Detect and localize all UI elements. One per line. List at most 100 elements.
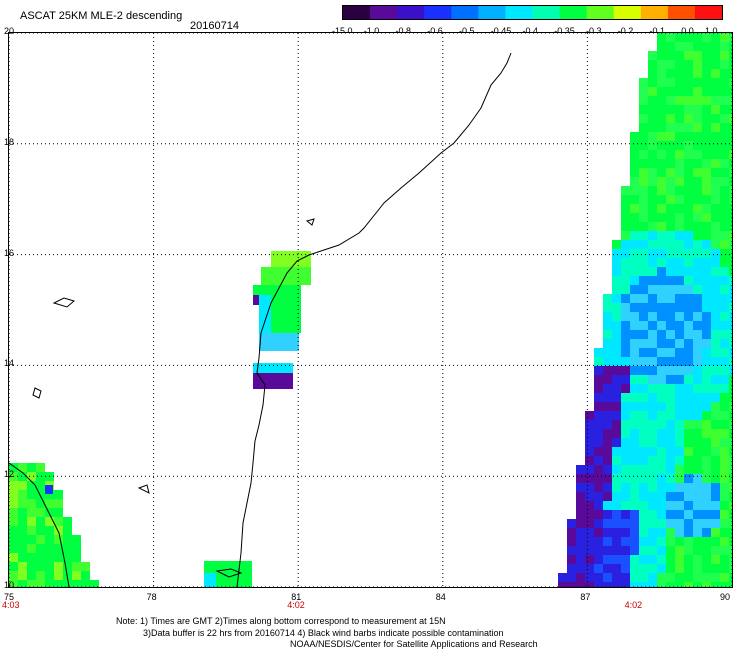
- swath-cell: [630, 465, 639, 474]
- swath-cell: [567, 573, 576, 582]
- swath-cell: [684, 429, 693, 438]
- swath-cell: [729, 78, 732, 87]
- swath-cell: [648, 510, 657, 519]
- swath-cell: [639, 420, 648, 429]
- colorbar-segment: [640, 6, 669, 19]
- swath-cell: [729, 87, 732, 96]
- swath-cell: [630, 240, 639, 249]
- swath-cell: [720, 537, 729, 546]
- swath-cell: [621, 366, 630, 375]
- swath-cell: [666, 492, 675, 501]
- swath-cell: [621, 321, 630, 330]
- swath-cell: [648, 114, 657, 123]
- colorbar-label: -0.8: [395, 26, 412, 36]
- swath-cell: [45, 553, 54, 562]
- swath-cell: [630, 501, 639, 510]
- swath-cell: [711, 132, 720, 141]
- swath-cell: [666, 501, 675, 510]
- swath-cell: [657, 60, 666, 69]
- swath-cell: [657, 222, 666, 231]
- swath-cell: [639, 510, 648, 519]
- swath-cell: [639, 375, 648, 384]
- swath-cell: [729, 402, 732, 411]
- swath-cell: [630, 348, 639, 357]
- swath-cell: [648, 366, 657, 375]
- swath-cell: [666, 528, 675, 537]
- swath-cell: [702, 582, 711, 587]
- swath-cell: [675, 465, 684, 474]
- swath-cell: [720, 339, 729, 348]
- swath-cell: [253, 295, 263, 305]
- swath-cell: [603, 555, 612, 564]
- swath-cell: [666, 231, 675, 240]
- swath-cell: [621, 186, 630, 195]
- swath-cell: [729, 528, 732, 537]
- swath-cell: [666, 195, 675, 204]
- swath-cell: [720, 555, 729, 564]
- swath-cell: [693, 33, 702, 42]
- swath-cell: [63, 544, 72, 553]
- swath-cell: [204, 573, 216, 587]
- swath-cell: [612, 528, 621, 537]
- swath-cell: [648, 339, 657, 348]
- swath-cell: [684, 375, 693, 384]
- swath-cell: [666, 186, 675, 195]
- swath-cell: [666, 456, 675, 465]
- swath-cell: [630, 132, 639, 141]
- note-line-1: Note: 1) Times are GMT 2)Times along bot…: [116, 616, 446, 626]
- swath-cell: [639, 411, 648, 420]
- swath-cell: [630, 564, 639, 573]
- swath-cell: [621, 258, 630, 267]
- swath-cell: [711, 321, 720, 330]
- swath-cell: [693, 204, 702, 213]
- swath-cell: [639, 114, 648, 123]
- swath-cell: [720, 492, 729, 501]
- swath-cell: [675, 411, 684, 420]
- swath-cell: [657, 150, 666, 159]
- swath-cell: [9, 517, 18, 526]
- swath-cell: [639, 258, 648, 267]
- swath-cell: [720, 321, 729, 330]
- swath-cell: [603, 465, 612, 474]
- swath-cell: [612, 240, 621, 249]
- swath-cell: [567, 528, 576, 537]
- island-2: [32, 387, 42, 399]
- swath-cell: [594, 519, 603, 528]
- swath-cell: [594, 438, 603, 447]
- swath-cell: [639, 384, 648, 393]
- swath-cell: [702, 564, 711, 573]
- swath-cell: [648, 393, 657, 402]
- swath-cell: [54, 499, 63, 508]
- swath-cell: [684, 402, 693, 411]
- swath-cell: [684, 447, 693, 456]
- swath-cell: [657, 69, 666, 78]
- swath-cell: [36, 463, 45, 472]
- swath-cell: [630, 258, 639, 267]
- swath-cell: [630, 159, 639, 168]
- swath-cell: [702, 411, 711, 420]
- swath-cell: [612, 510, 621, 519]
- swath-cell: [711, 249, 720, 258]
- swath-cell: [693, 231, 702, 240]
- swath-cell: [702, 294, 711, 303]
- swath-cell: [648, 294, 657, 303]
- swath-cell: [693, 339, 702, 348]
- swath-cell: [621, 204, 630, 213]
- swath-cell: [621, 456, 630, 465]
- swath-cell: [630, 384, 639, 393]
- swath-cell: [27, 490, 36, 499]
- swath-cell: [666, 357, 675, 366]
- swath-cell: [72, 571, 81, 580]
- swath-cell: [271, 303, 301, 333]
- swath-cell: [18, 580, 27, 587]
- colorbar-segment: [397, 6, 425, 19]
- swath-cell: [648, 267, 657, 276]
- colorbar-label: -0.35: [554, 26, 575, 36]
- swath-cell: [702, 177, 711, 186]
- lat-label: 10: [4, 580, 15, 590]
- swath-cell: [630, 312, 639, 321]
- lon-label: 81: [291, 592, 302, 602]
- swath-cell: [729, 582, 732, 587]
- swath-cell: [27, 571, 36, 580]
- swath-cell: [684, 78, 693, 87]
